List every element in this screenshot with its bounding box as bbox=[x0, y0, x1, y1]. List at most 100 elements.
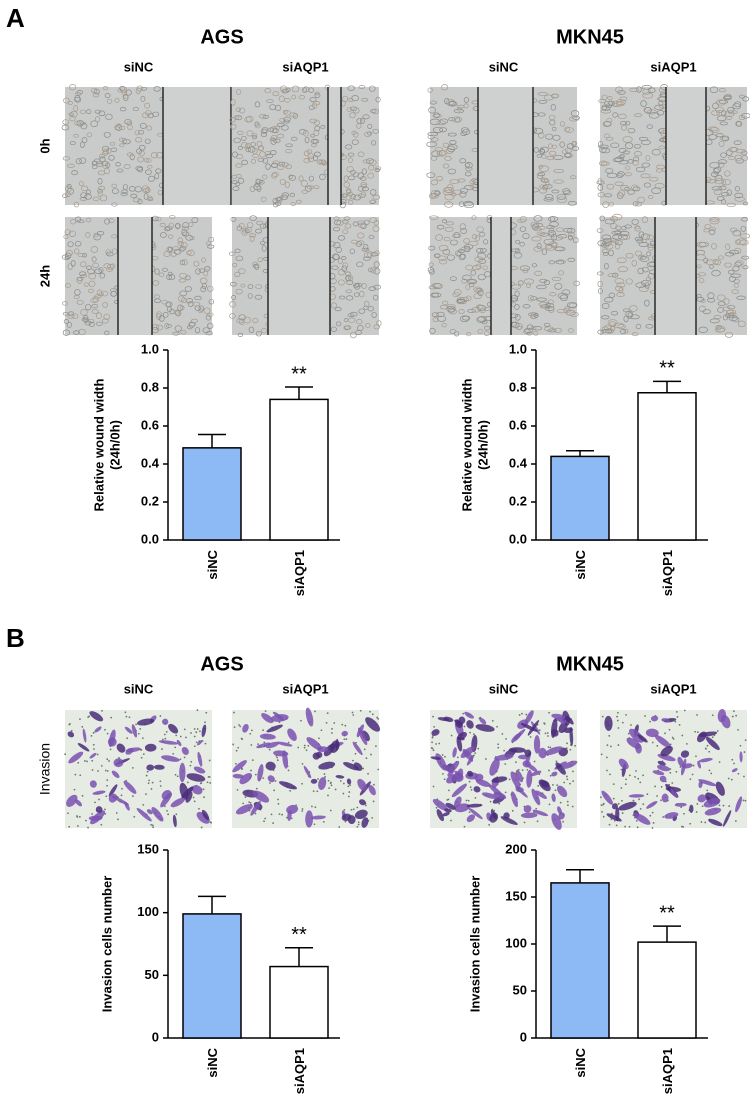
cell bbox=[465, 295, 472, 302]
stained-cell bbox=[430, 756, 441, 760]
pore bbox=[250, 729, 253, 732]
cell bbox=[718, 161, 725, 168]
cell bbox=[198, 268, 205, 273]
cell bbox=[92, 160, 99, 165]
cell bbox=[73, 330, 80, 335]
pore bbox=[172, 752, 175, 755]
cell bbox=[102, 148, 109, 155]
cell bbox=[132, 197, 141, 203]
pore bbox=[574, 744, 577, 747]
cell bbox=[255, 228, 262, 234]
pore bbox=[105, 795, 108, 798]
pore bbox=[287, 741, 290, 744]
cell bbox=[172, 331, 180, 336]
pore bbox=[651, 741, 654, 744]
cell bbox=[471, 234, 478, 240]
cell bbox=[602, 252, 609, 256]
stained-cell bbox=[531, 788, 541, 806]
cell bbox=[734, 154, 743, 162]
stained-cell bbox=[604, 715, 613, 731]
y-tick-label: 50 bbox=[513, 982, 527, 997]
cell bbox=[459, 158, 467, 164]
pore bbox=[330, 784, 333, 787]
cell bbox=[718, 140, 725, 147]
pore bbox=[232, 743, 235, 746]
cell bbox=[360, 191, 367, 198]
cell bbox=[531, 263, 538, 268]
cell bbox=[572, 237, 579, 244]
pore bbox=[634, 775, 636, 778]
cell bbox=[143, 193, 149, 200]
pore bbox=[165, 730, 168, 733]
pore bbox=[523, 821, 526, 824]
cell bbox=[646, 251, 652, 257]
cell bbox=[152, 280, 160, 286]
pore bbox=[367, 772, 369, 775]
cell bbox=[164, 226, 170, 232]
cell bbox=[255, 220, 264, 226]
cell bbox=[612, 239, 620, 244]
cell bbox=[173, 248, 181, 255]
cell bbox=[67, 163, 75, 168]
stained-cell bbox=[235, 804, 253, 815]
cell bbox=[135, 87, 141, 95]
cell bbox=[347, 313, 355, 318]
cell bbox=[605, 118, 613, 123]
cell bbox=[102, 86, 109, 91]
cell bbox=[604, 243, 614, 250]
cell bbox=[95, 312, 102, 320]
pore bbox=[676, 716, 679, 718]
cell bbox=[714, 259, 721, 266]
cell bbox=[598, 146, 607, 153]
pore bbox=[109, 748, 112, 751]
pore bbox=[533, 760, 536, 763]
pore bbox=[96, 753, 99, 756]
pore bbox=[161, 748, 163, 750]
stained-cell bbox=[544, 746, 563, 756]
cell bbox=[463, 200, 473, 207]
cell bbox=[620, 328, 626, 335]
stained-cell bbox=[89, 752, 97, 759]
cell bbox=[140, 86, 148, 91]
stained-cell bbox=[466, 803, 483, 808]
cell bbox=[289, 192, 296, 197]
pore bbox=[100, 823, 103, 826]
pore bbox=[314, 806, 317, 809]
cell bbox=[720, 152, 727, 158]
cell bbox=[461, 278, 468, 284]
cell bbox=[741, 150, 748, 156]
cell bbox=[645, 155, 651, 161]
cell bbox=[538, 301, 548, 307]
cell bbox=[738, 94, 746, 99]
cell bbox=[179, 272, 187, 279]
cell bbox=[519, 241, 525, 247]
stained-cell bbox=[305, 707, 314, 727]
cell bbox=[713, 188, 722, 196]
y-tick-label: 200 bbox=[505, 841, 527, 856]
x-tick-label: siAQP1 bbox=[660, 550, 675, 596]
cell bbox=[565, 127, 574, 133]
cell bbox=[314, 125, 321, 132]
pore bbox=[124, 711, 127, 714]
cell bbox=[543, 184, 553, 189]
pore bbox=[250, 744, 253, 746]
cell bbox=[641, 216, 649, 223]
pore bbox=[463, 825, 466, 828]
pore bbox=[174, 773, 177, 776]
cell bbox=[614, 230, 623, 235]
pore bbox=[278, 813, 281, 816]
stained-cell bbox=[310, 815, 326, 820]
stained-cell bbox=[538, 747, 547, 759]
cell bbox=[567, 201, 577, 206]
cell bbox=[248, 326, 255, 333]
pore bbox=[272, 822, 275, 824]
cell bbox=[154, 268, 160, 275]
stained-cell bbox=[731, 768, 738, 773]
pore bbox=[179, 758, 182, 761]
cell bbox=[742, 96, 750, 102]
cell bbox=[526, 331, 533, 336]
cell bbox=[232, 262, 238, 268]
cell bbox=[184, 286, 192, 292]
cell bbox=[285, 164, 292, 170]
cell bbox=[741, 255, 750, 260]
